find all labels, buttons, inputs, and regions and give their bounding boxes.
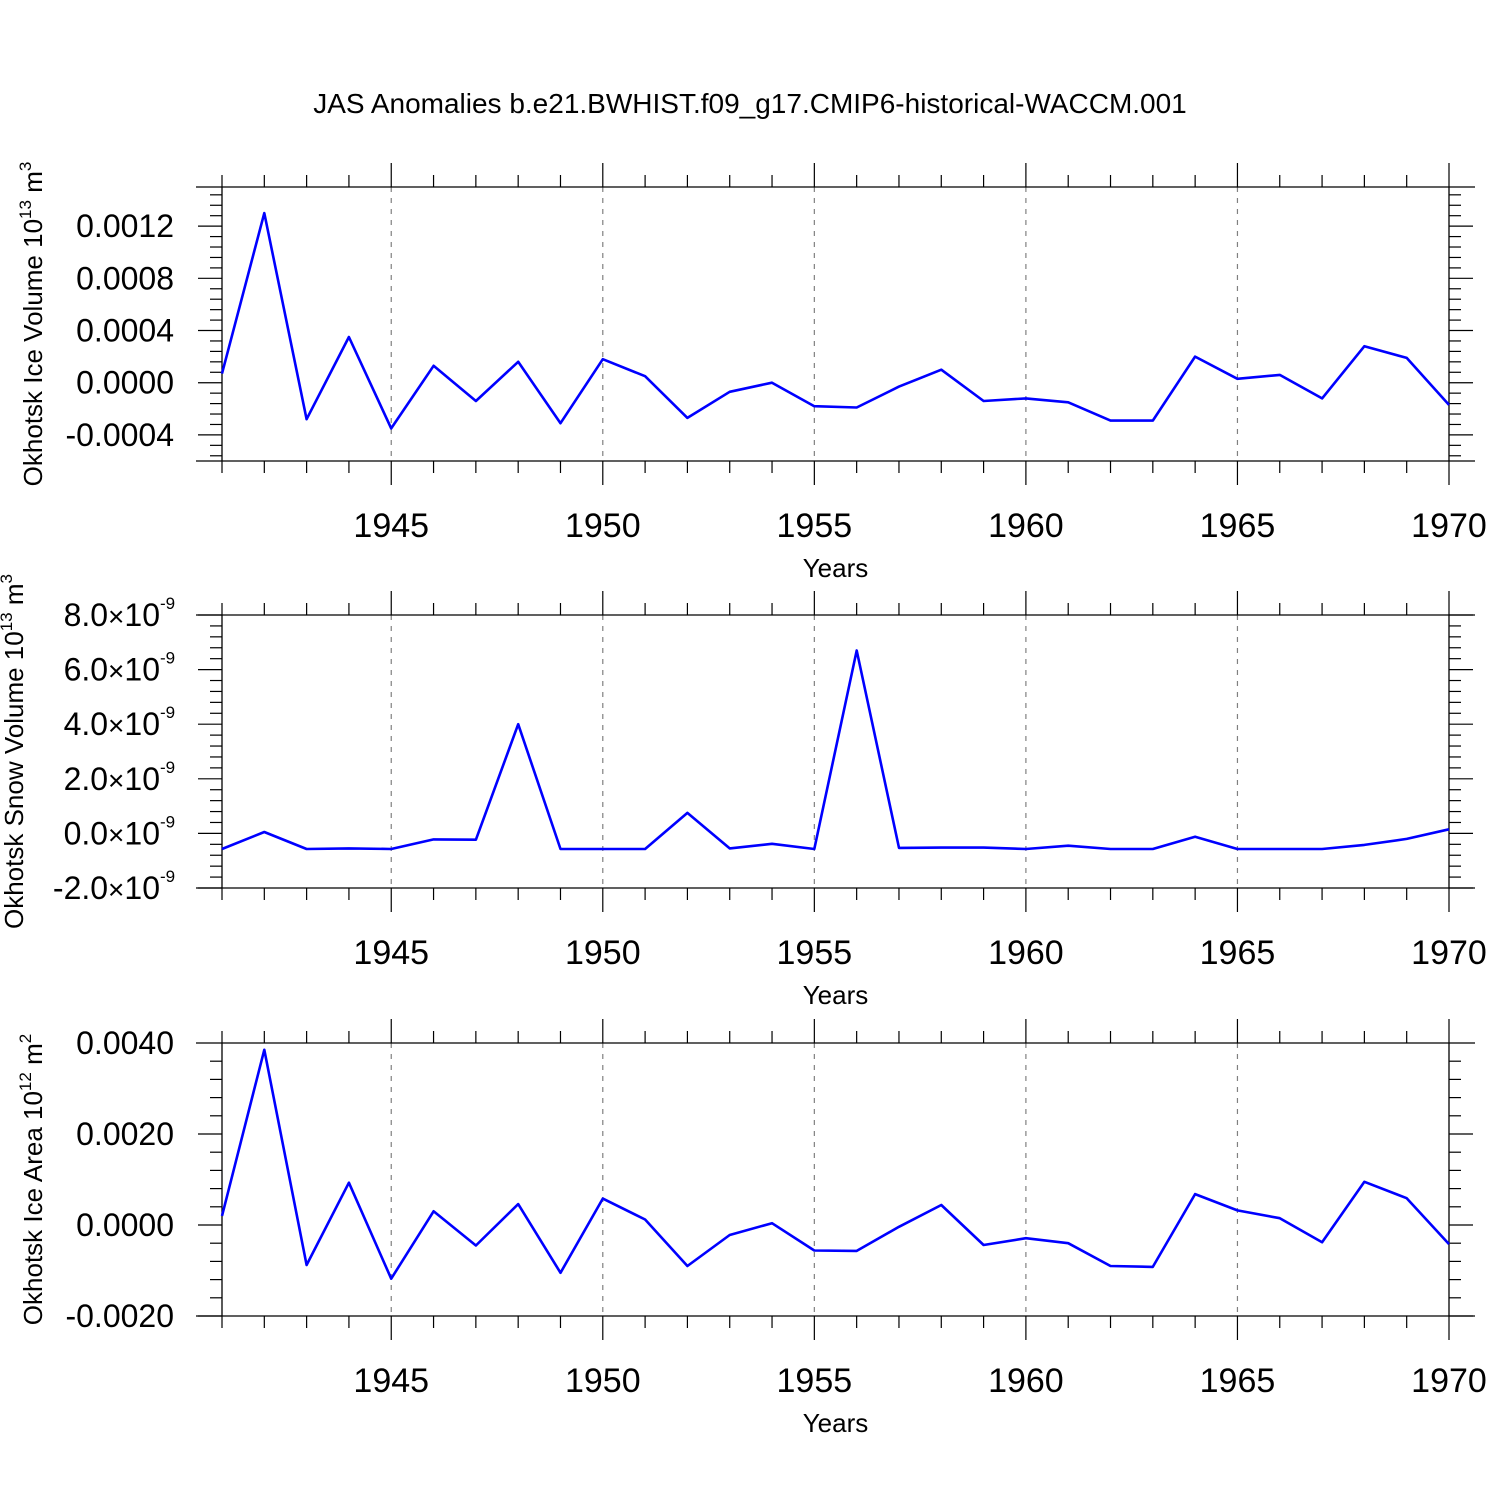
y-tick-exponent: -9: [160, 703, 175, 722]
y-tick-label: -0.0004: [65, 417, 174, 453]
figure-title: JAS Anomalies b.e21.BWHIST.f09_g17.CMIP6…: [313, 88, 1187, 119]
y-axis-label: Okhotsk Ice Area 1012 m2: [16, 1034, 48, 1325]
y-tick-label: 8.0×10: [64, 597, 160, 633]
x-axis-label: Years: [803, 1408, 869, 1438]
x-tick-label: 1945: [353, 934, 429, 972]
y-tick-label: 2.0×10: [64, 761, 160, 797]
x-tick-label: 1950: [565, 507, 641, 545]
x-tick-label: 1950: [565, 1362, 641, 1400]
y-tick-exponent: -9: [160, 812, 175, 831]
y-tick-label: 0.0008: [76, 260, 174, 296]
y-tick-label: 0.0×10: [64, 815, 160, 851]
panel-ice-volume: 1945 1950 1955 1960 1965 1970 0.0012 0.0008 0.00…: [16, 162, 1487, 583]
x-tick-label: 1965: [1200, 934, 1276, 972]
y-tick-label: 0.0004: [76, 313, 174, 349]
panel-ice-area: 1945 1950 1955 1960 1965 1970 0.0040 0.0020 0.00…: [16, 1019, 1487, 1438]
x-tick-label: 1955: [777, 934, 853, 972]
series-line: [221, 649, 1450, 851]
x-tick-label: 1960: [988, 934, 1064, 972]
x-tick-label: 1960: [988, 507, 1064, 545]
series-line: [220, 211, 1450, 430]
y-tick-label: 0.0000: [76, 365, 174, 401]
x-tick-label: 1945: [353, 507, 429, 545]
x-tick-label: 1970: [1411, 507, 1487, 545]
x-tick-label: 1965: [1200, 1362, 1276, 1400]
x-tick-label: 1950: [565, 934, 641, 972]
x-axis-label: Years: [803, 980, 869, 1010]
y-tick-label: 0.0040: [76, 1025, 174, 1061]
x-tick-label: 1945: [353, 1362, 429, 1400]
y-tick-exponent: -9: [160, 867, 175, 886]
y-tick-label: 4.0×10: [64, 706, 160, 742]
x-tick-label: 1970: [1411, 934, 1487, 972]
y-tick-label: -0.0020: [65, 1298, 174, 1334]
y-tick-label: 0.0020: [76, 1116, 174, 1152]
y-tick-exponent: -9: [160, 758, 175, 777]
x-tick-label: 1955: [777, 507, 853, 545]
y-tick-label: 6.0×10: [64, 652, 160, 688]
x-tick-label: 1955: [777, 1362, 853, 1400]
y-tick-label: 0.0000: [76, 1207, 174, 1243]
y-tick-label: -2.0×10: [53, 870, 160, 906]
x-tick-label: 1965: [1200, 507, 1276, 545]
y-tick-label: 0.0012: [76, 208, 174, 244]
y-axis-label: Okhotsk Ice Volume 1013 m3: [16, 162, 48, 487]
y-tick-exponent: -9: [160, 594, 175, 613]
x-tick-label: 1960: [988, 1362, 1064, 1400]
x-axis-label: Years: [803, 553, 869, 583]
y-tick-exponent: -9: [160, 649, 175, 668]
series-line: [220, 1048, 1450, 1280]
x-tick-label: 1970: [1411, 1362, 1487, 1400]
y-axis-label: Okhotsk Snow Volume 1013 m3: [0, 574, 29, 929]
